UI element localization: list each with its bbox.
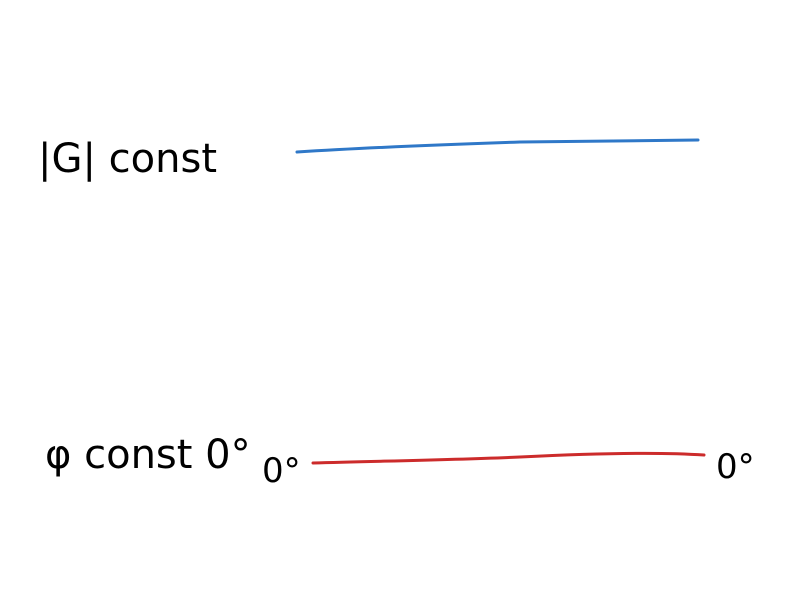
phase-start-value: 0° [262,451,301,491]
phase-line [311,451,706,465]
magnitude-line [295,138,700,154]
magnitude-label: |G| const [38,136,217,182]
phase-row: φ const 0° 0° 0° [45,432,755,491]
phase-end-value: 0° [716,447,755,487]
magnitude-row: |G| const [38,136,700,182]
phase-label: φ const 0° [45,432,251,478]
